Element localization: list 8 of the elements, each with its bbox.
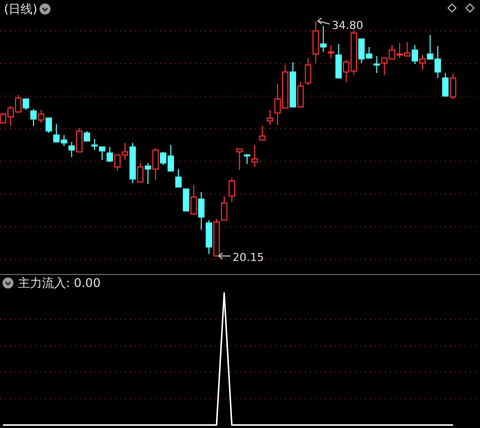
candlestick [251, 144, 258, 168]
annotation: 34.80 [332, 19, 364, 32]
chart-title: 主力流入: 0.00 [18, 276, 101, 290]
annotation: 20.15 [232, 251, 264, 264]
candlestick [320, 25, 327, 52]
chart-title: (日线) [4, 2, 38, 16]
candlestick [198, 191, 205, 231]
candlestick [312, 20, 319, 64]
